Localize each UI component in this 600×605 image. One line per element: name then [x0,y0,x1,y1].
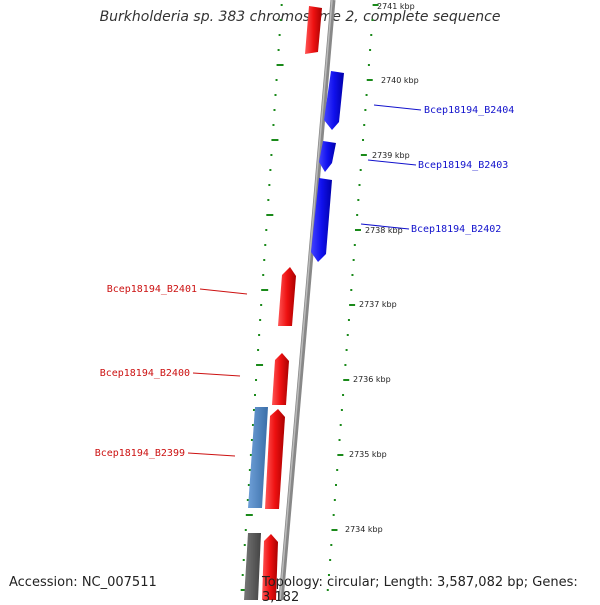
leader-line-b2404 [373,104,422,111]
gene-arrow-top-forward [305,6,322,54]
leader-line-b2399 [187,452,236,457]
map-title: Burkholderia sp. 383 chromosome 2, compl… [99,9,501,25]
gene-label-b2402[interactable]: Bcep18194_B2402 [411,224,501,235]
gene-arrow-b2399 [265,409,285,509]
scale-label: 2740 kbp [381,76,419,85]
gene-label-b2404[interactable]: Bcep18194_B2404 [424,105,514,116]
gene-block-steel [248,407,268,508]
accession-text: Accession: NC_007511 [9,575,157,590]
leader-line-b2400 [192,372,241,377]
gene-arrow-b2404 [324,71,344,130]
topology-text: Topology: circular; Length: 3,587,082 bp… [262,575,578,605]
gene-label-b2403[interactable]: Bcep18194_B2403 [418,160,508,171]
scale-label: 2734 kbp [345,525,383,534]
backbone-line [278,0,336,600]
gene-arrow-b2403 [319,141,336,172]
scale-label: 2738 kbp [365,226,403,235]
scale-label: 2741 kbp [377,2,415,11]
leader-line-b2403 [367,159,417,166]
gene-arrow-b2400 [272,353,289,405]
outer-scale-ticks [326,4,379,591]
leader-line-b2401 [199,288,248,295]
inner-scale-ticks [240,4,284,591]
gene-label-b2400[interactable]: Bcep18194_B2400 [100,368,190,379]
backbone-highlight [279,0,333,600]
leader-line-b2402 [360,223,410,230]
gene-block-grey [244,533,261,600]
gene-label-b2401[interactable]: Bcep18194_B2401 [107,284,197,295]
gene-arrow-b2401 [278,267,296,326]
scale-label: 2737 kbp [359,300,397,309]
gene-arrow-b2402 [311,178,332,262]
scale-label: 2736 kbp [353,375,391,384]
scale-label: 2735 kbp [349,450,387,459]
scale-label: 2739 kbp [372,151,410,160]
gene-label-b2399[interactable]: Bcep18194_B2399 [95,448,185,459]
gene-arrow-bottom-forward [262,534,278,600]
